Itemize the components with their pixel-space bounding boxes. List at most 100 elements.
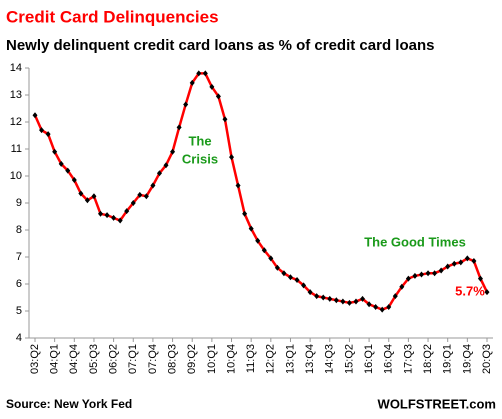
data-point — [405, 275, 411, 282]
data-point — [117, 217, 123, 224]
data-point — [32, 112, 38, 119]
data-point — [137, 191, 143, 198]
data-point — [399, 283, 405, 290]
data-point — [471, 258, 477, 265]
data-point — [71, 177, 77, 184]
x-tick-label: 07:Q4 — [147, 344, 159, 374]
data-point — [373, 303, 379, 310]
annotation: The — [188, 133, 211, 148]
data-point — [58, 160, 64, 167]
data-point — [39, 127, 45, 134]
y-tick-label: 8 — [16, 224, 22, 236]
data-line — [33, 72, 489, 312]
data-point — [464, 255, 470, 262]
x-tick-label: 17:Q3 — [402, 344, 414, 374]
data-point — [65, 167, 71, 174]
x-tick-label: 20:Q3 — [481, 344, 493, 374]
data-point — [320, 294, 326, 301]
data-point — [281, 270, 287, 277]
data-point — [274, 264, 280, 271]
data-point — [418, 271, 424, 278]
data-point — [346, 299, 352, 306]
data-point — [143, 193, 149, 200]
data-point — [379, 306, 385, 313]
data-point — [484, 289, 490, 296]
data-point — [111, 214, 117, 221]
y-tick-label: 12 — [10, 116, 22, 128]
x-tick-label: 09:Q2 — [186, 344, 198, 374]
data-point — [78, 190, 84, 197]
data-point — [255, 237, 261, 244]
brand: WOLFSTREET.com — [378, 396, 496, 411]
y-tick-label: 5 — [16, 305, 22, 317]
y-tick-label: 10 — [10, 170, 22, 182]
data-point — [163, 162, 169, 169]
y-tick-label: 6 — [16, 278, 22, 290]
data-point — [445, 263, 451, 270]
data-point — [307, 289, 313, 296]
data-point — [360, 295, 366, 302]
annotation: The Good Times — [364, 234, 466, 249]
data-point — [130, 200, 136, 206]
data-point — [261, 247, 267, 254]
data-point — [52, 148, 58, 155]
data-point — [333, 297, 339, 304]
data-point — [170, 148, 176, 155]
data-point — [268, 255, 274, 262]
data-point — [294, 276, 300, 283]
x-tick-label: 04:Q4 — [68, 344, 80, 374]
data-point — [98, 210, 104, 217]
data-point — [412, 272, 418, 279]
x-tick-label: 19:Q4 — [461, 344, 473, 374]
data-point — [189, 79, 195, 86]
data-point — [156, 170, 162, 177]
x-tick-label: 03:Q2 — [29, 344, 41, 374]
x-tick-label: 18:Q2 — [422, 344, 434, 374]
x-tick-label: 19:Q1 — [442, 344, 454, 374]
source: Source: New York Fed — [6, 397, 132, 411]
data-point — [340, 298, 346, 305]
x-tick-label: 13:Q4 — [304, 344, 316, 374]
data-point — [458, 259, 464, 266]
annotation: Crisis — [182, 151, 218, 166]
data-point — [425, 270, 431, 277]
data-point — [124, 208, 130, 215]
y-tick-label: 11 — [11, 143, 22, 155]
x-tick-label: 08:Q3 — [166, 344, 178, 374]
y-tick-label: 9 — [16, 197, 22, 209]
x-tick-label: 04:Q1 — [49, 344, 61, 374]
x-tick-label: 13:Q1 — [284, 344, 296, 374]
x-tick-label: 06:Q2 — [108, 344, 120, 374]
data-point — [314, 293, 320, 300]
data-point — [432, 270, 438, 277]
data-point — [477, 275, 483, 282]
x-tick-label: 14:Q3 — [324, 344, 336, 374]
data-point — [196, 70, 202, 77]
data-point — [248, 225, 254, 232]
x-tick-label: 10:Q4 — [225, 344, 237, 374]
data-point — [287, 274, 293, 281]
data-point — [366, 301, 372, 308]
chart-title: Credit Card Delinquencies — [6, 7, 219, 26]
annotation: 5.7% — [455, 283, 485, 298]
y-tick-label: 14 — [10, 62, 22, 74]
data-point — [327, 295, 333, 302]
y-tick-label: 7 — [16, 251, 22, 263]
data-point — [438, 267, 444, 274]
x-tick-label: 07:Q1 — [127, 344, 139, 374]
x-tick-label: 05:Q3 — [88, 344, 100, 374]
data-point — [353, 298, 359, 305]
data-point — [301, 282, 307, 289]
data-point — [386, 303, 392, 310]
y-tick-label: 4 — [16, 332, 22, 344]
data-point — [84, 197, 90, 204]
data-point — [104, 212, 110, 219]
x-tick-label: 16:Q4 — [383, 344, 395, 374]
data-point — [392, 293, 398, 300]
chart-subtitle: Newly delinquent credit card loans as % … — [6, 37, 434, 54]
x-tick-label: 15:Q2 — [343, 344, 355, 374]
x-tick-label: 16:Q1 — [363, 344, 375, 374]
data-point — [451, 260, 457, 267]
data-point — [183, 101, 189, 108]
